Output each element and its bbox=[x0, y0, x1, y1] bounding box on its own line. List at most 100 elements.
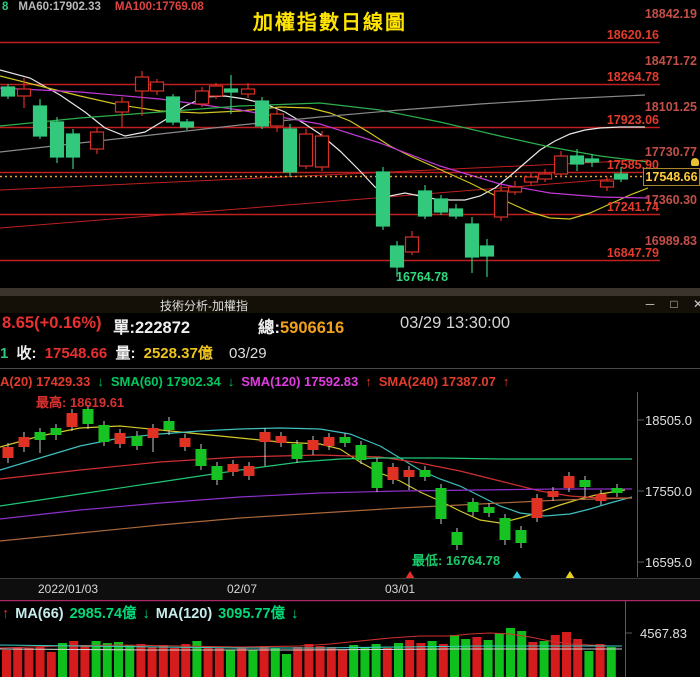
quote-date: 03/29 bbox=[229, 345, 267, 362]
sma-token: SMA(60) 17902.34 bbox=[110, 374, 221, 389]
volume-ma-token: ↓ bbox=[291, 606, 299, 622]
volume-bar bbox=[539, 641, 549, 677]
volume-ma-line bbox=[0, 632, 622, 649]
candle bbox=[371, 462, 383, 488]
candle bbox=[243, 466, 255, 476]
top-indicator-row: 8 MA60:17902.33 MA100:17769.08 bbox=[2, 1, 204, 13]
volume-bar bbox=[304, 644, 314, 677]
candle bbox=[579, 480, 591, 487]
candle bbox=[464, 223, 480, 258]
volume-bar bbox=[595, 644, 605, 677]
window-title: 技術分析-加權指 bbox=[160, 299, 248, 313]
candle bbox=[553, 155, 569, 175]
volume-ma-token: 3095.77億 bbox=[218, 606, 286, 622]
trend-line bbox=[0, 159, 649, 191]
candle bbox=[240, 88, 256, 95]
price-level-label: 17241.74 bbox=[606, 200, 659, 214]
candle bbox=[323, 437, 335, 446]
ma-line bbox=[0, 69, 645, 201]
candle bbox=[269, 113, 285, 127]
price-label: 18842.19 bbox=[644, 7, 697, 21]
ma-line bbox=[0, 488, 632, 520]
candle bbox=[433, 198, 449, 213]
candle bbox=[282, 128, 298, 173]
axis-value: 18505.0 bbox=[645, 413, 692, 428]
price-change: 8.65(+0.16%) bbox=[2, 314, 102, 332]
price-label: 16989.83 bbox=[644, 234, 697, 248]
volume-ma-token: MA(66) bbox=[15, 606, 64, 622]
candle bbox=[179, 438, 191, 447]
candle bbox=[404, 236, 420, 253]
volume-bar bbox=[125, 645, 135, 677]
trend-line bbox=[0, 177, 626, 229]
volume-bar bbox=[416, 643, 426, 677]
sma-token: SMA(120) 17592.83 bbox=[241, 374, 359, 389]
current-price-box[interactable]: 17548.66 bbox=[643, 168, 700, 186]
volume-bar bbox=[438, 644, 448, 677]
price-label: 17730.77 bbox=[644, 145, 697, 159]
candle bbox=[507, 186, 523, 193]
marker-triangle bbox=[512, 571, 522, 579]
candle bbox=[34, 432, 46, 440]
candle bbox=[98, 425, 110, 442]
candle bbox=[131, 436, 143, 446]
high-label: 最高: 18619.61 bbox=[36, 395, 125, 410]
date-label: 03/01 bbox=[385, 582, 416, 596]
candle bbox=[375, 171, 391, 227]
candle bbox=[435, 488, 447, 519]
candle bbox=[291, 444, 303, 459]
candle bbox=[547, 491, 559, 497]
volume-bar bbox=[282, 654, 291, 677]
price-alert-icon bbox=[691, 158, 699, 166]
candle bbox=[165, 96, 181, 123]
volume-bar bbox=[371, 644, 381, 677]
date-label: 02/07 bbox=[227, 582, 258, 596]
candle bbox=[50, 428, 62, 435]
candle bbox=[16, 88, 32, 97]
sma-token: ↑ bbox=[365, 374, 372, 389]
volume-ma-legend: ↑ MA(66) 2985.74億 ↓ MA(120) 3095.77億 ↓ bbox=[2, 602, 304, 623]
volume-bar bbox=[461, 639, 471, 677]
candle bbox=[149, 81, 165, 92]
volume-ma-token: 2985.74億 bbox=[69, 606, 137, 622]
candle bbox=[208, 85, 224, 97]
close-icon[interactable]: ✕ bbox=[692, 297, 700, 311]
time-axis[interactable]: 2022/01/03 02/07 03/01 bbox=[0, 578, 700, 600]
candle bbox=[355, 445, 367, 460]
candle bbox=[584, 158, 600, 163]
volume-bar bbox=[24, 648, 34, 677]
window-titlebar[interactable]: 技術分析-加權指 ─ □ ✕ bbox=[0, 296, 700, 313]
volume-bar bbox=[259, 646, 269, 677]
candle bbox=[595, 494, 607, 501]
minimize-icon[interactable]: ─ bbox=[645, 297, 655, 311]
candle bbox=[275, 436, 287, 443]
maximize-icon[interactable]: □ bbox=[670, 297, 678, 311]
candle bbox=[114, 101, 130, 113]
volume-bar bbox=[91, 641, 101, 677]
volume-bar bbox=[226, 650, 235, 677]
volume-bar bbox=[494, 633, 504, 677]
candle bbox=[537, 173, 553, 180]
close-label: 收: bbox=[16, 345, 37, 362]
quote-row-2: 1 收: 17548.66 量: 2528.37億 03/29 bbox=[0, 342, 271, 363]
candle bbox=[114, 433, 126, 444]
price-level-label: 16847.79 bbox=[606, 246, 659, 260]
volume-bar bbox=[181, 644, 191, 677]
volume-bar bbox=[58, 643, 67, 677]
candle bbox=[49, 121, 65, 158]
volume-value: 2528.37億 bbox=[143, 345, 213, 362]
marker-triangle bbox=[565, 571, 575, 579]
indicator-prefix: 8 bbox=[2, 1, 9, 13]
volume-label: 量: bbox=[115, 345, 136, 362]
candle bbox=[515, 530, 527, 543]
date-label: 2022/01/03 bbox=[38, 582, 99, 596]
volume-ma-token: ↓ bbox=[142, 606, 150, 622]
volume-bar bbox=[80, 645, 90, 677]
volume-bar bbox=[394, 643, 403, 677]
candle bbox=[531, 498, 543, 518]
volume-bar bbox=[349, 645, 359, 677]
window-top-strip bbox=[0, 288, 700, 296]
candle bbox=[499, 518, 511, 540]
total-volume: 總:5906616 bbox=[258, 319, 345, 337]
